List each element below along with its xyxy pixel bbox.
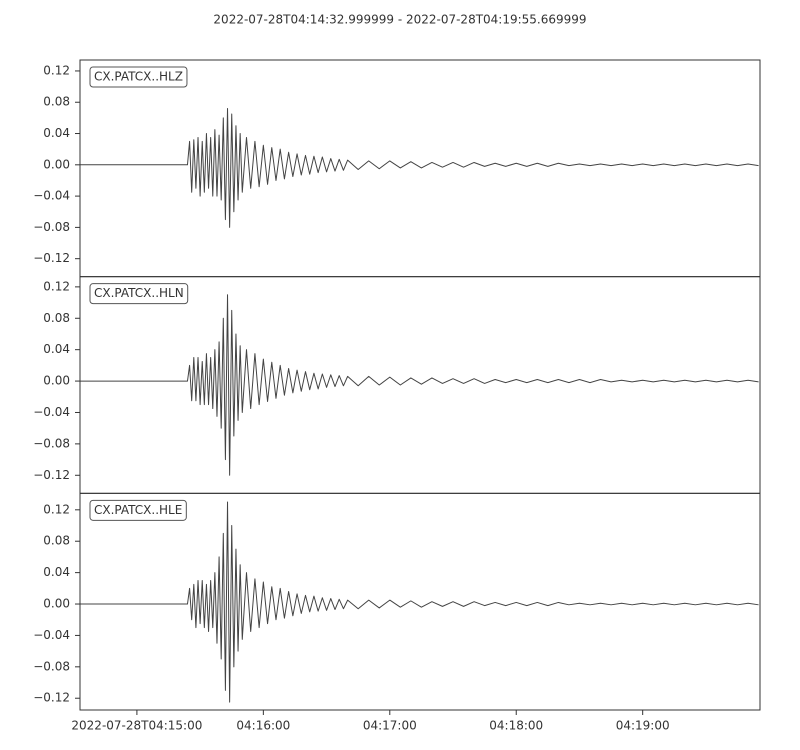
y-tick-label: 0.04 [43,126,70,140]
y-tick-label: −0.12 [33,468,70,482]
trace-label: CX.PATCX..HLZ [94,70,183,84]
x-tick-label: 04:18:00 [489,719,543,733]
trace-label: CX.PATCX..HLN [94,286,184,300]
waveform [80,108,759,228]
y-tick-label: −0.12 [33,691,70,705]
y-tick-label: 0.08 [43,311,70,325]
panel-frame [79,59,761,278]
y-tick-label: 0.00 [43,157,70,171]
trace-label: CX.PATCX..HLE [94,503,182,517]
y-tick-label: −0.04 [33,189,70,203]
y-tick-label: −0.04 [33,405,70,419]
waveform [80,501,759,703]
panel-frame [79,492,761,711]
y-tick-label: −0.08 [33,659,70,673]
y-tick-label: 0.12 [43,502,70,516]
label-box [89,499,187,521]
y-tick-label: −0.08 [33,436,70,450]
y-tick-label: 0.08 [43,534,70,548]
y-tick-label: −0.12 [33,251,70,265]
y-tick-label: 0.12 [43,63,70,77]
waveform [80,294,759,476]
y-tick-label: 0.08 [43,95,70,109]
y-tick-label: 0.00 [43,597,70,611]
y-tick-label: 0.00 [43,374,70,388]
x-tick-label: 04:19:00 [616,719,670,733]
y-tick-label: 0.12 [43,279,70,293]
x-tick-label: 04:17:00 [363,719,417,733]
x-tick-label: 2022-07-28T04:15:00 [71,719,202,733]
y-tick-label: 0.04 [43,342,70,356]
figure-title: 2022-07-28T04:14:32.999999 - 2022-07-28T… [213,13,586,27]
label-box [89,283,189,305]
y-tick-label: 0.04 [43,565,70,579]
x-tick-label: 04:16:00 [236,719,290,733]
label-box [89,66,188,88]
y-tick-label: −0.04 [33,628,70,642]
y-tick-label: −0.08 [33,220,70,234]
panel-frame [79,276,761,494]
